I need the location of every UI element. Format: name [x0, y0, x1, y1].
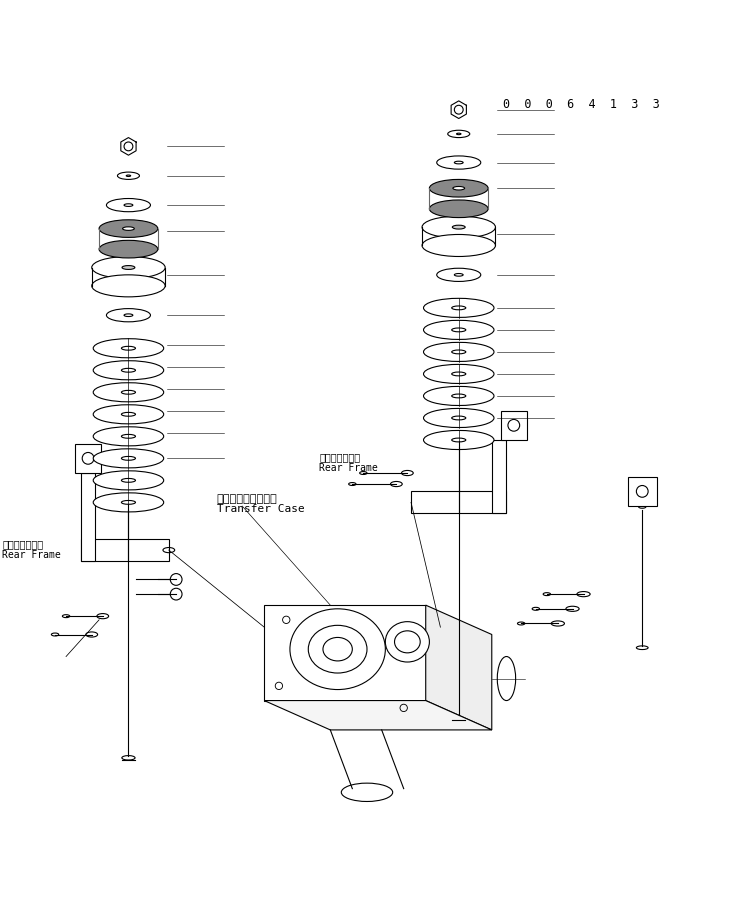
- Ellipse shape: [93, 450, 164, 469]
- Ellipse shape: [385, 622, 429, 662]
- Ellipse shape: [92, 275, 165, 297]
- Ellipse shape: [422, 217, 495, 239]
- Ellipse shape: [437, 269, 481, 282]
- Ellipse shape: [93, 383, 164, 403]
- Polygon shape: [411, 492, 506, 514]
- Bar: [628, 477, 657, 507]
- Ellipse shape: [448, 131, 470, 138]
- Ellipse shape: [422, 235, 495, 257]
- Ellipse shape: [497, 656, 515, 701]
- Polygon shape: [426, 606, 492, 731]
- Ellipse shape: [122, 266, 135, 270]
- Ellipse shape: [341, 783, 393, 802]
- Ellipse shape: [437, 157, 481, 170]
- Text: リヤーフレーム: リヤーフレーム: [319, 452, 360, 461]
- Ellipse shape: [93, 427, 164, 446]
- Text: Rear Frame: Rear Frame: [2, 549, 61, 559]
- Ellipse shape: [123, 228, 134, 231]
- Ellipse shape: [424, 387, 494, 406]
- Ellipse shape: [93, 471, 164, 490]
- Ellipse shape: [93, 361, 164, 380]
- Polygon shape: [492, 441, 506, 514]
- Ellipse shape: [424, 365, 494, 384]
- Ellipse shape: [106, 309, 150, 322]
- Ellipse shape: [92, 257, 165, 279]
- Ellipse shape: [99, 241, 158, 258]
- Ellipse shape: [290, 610, 385, 690]
- Polygon shape: [264, 701, 492, 731]
- Polygon shape: [81, 539, 169, 562]
- Ellipse shape: [93, 405, 164, 424]
- Ellipse shape: [429, 181, 488, 198]
- Ellipse shape: [453, 187, 465, 191]
- Ellipse shape: [636, 647, 648, 650]
- Ellipse shape: [452, 715, 465, 720]
- Ellipse shape: [452, 226, 465, 229]
- Polygon shape: [75, 444, 101, 473]
- Ellipse shape: [424, 299, 494, 318]
- Ellipse shape: [424, 409, 494, 428]
- Text: トランスファケース: トランスファケース: [217, 493, 277, 503]
- Text: Rear Frame: Rear Frame: [319, 462, 378, 472]
- Ellipse shape: [99, 220, 158, 238]
- Ellipse shape: [93, 340, 164, 358]
- Ellipse shape: [117, 172, 139, 181]
- Polygon shape: [501, 411, 527, 441]
- Ellipse shape: [122, 756, 135, 760]
- Ellipse shape: [93, 493, 164, 512]
- Ellipse shape: [424, 431, 494, 450]
- Text: 0  0  0  6  4  1  3  3: 0 0 0 6 4 1 3 3: [503, 98, 660, 110]
- Polygon shape: [81, 473, 95, 562]
- Ellipse shape: [106, 200, 150, 212]
- Text: リヤーフレーム: リヤーフレーム: [2, 538, 43, 548]
- Polygon shape: [264, 606, 426, 701]
- Ellipse shape: [424, 343, 494, 362]
- Text: Transfer Case: Transfer Case: [217, 504, 305, 514]
- Ellipse shape: [424, 321, 494, 340]
- Ellipse shape: [429, 200, 488, 219]
